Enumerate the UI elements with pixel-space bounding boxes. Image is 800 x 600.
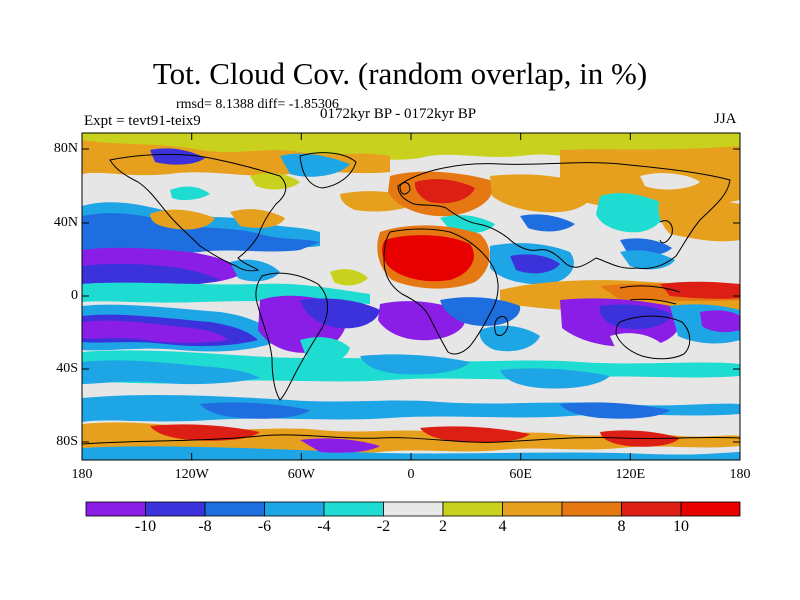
greenland-coast: [299, 152, 357, 189]
colorbar-swatch-9: [561, 501, 622, 517]
colorbar-swatch-10: [621, 501, 682, 517]
colorbar-swatch-1: [85, 501, 146, 517]
colorbar-label: -2: [376, 518, 391, 535]
colorbar-label: -10: [134, 518, 157, 535]
lat-tick-marks: [82, 148, 740, 443]
colorbar-label: -8: [198, 518, 212, 535]
australia-coast: [615, 315, 691, 360]
experiment-label: Expt = tevt91-teix9: [84, 113, 201, 129]
colorbar: [85, 501, 741, 517]
northern-midlatitudes: [82, 171, 740, 256]
lon-tick-marks: [191, 133, 631, 460]
colorbar-swatch-5: [323, 501, 384, 517]
southern-subtropics: [82, 295, 740, 365]
eurasia-coast: [397, 162, 731, 269]
colorbar-swatch-11: [680, 501, 741, 517]
north-america-coast: [109, 153, 287, 272]
lon-label-60w: 60W: [287, 467, 315, 482]
rmsd-diff-stats: rmsd= 8.1388 diff= -1.85306: [176, 97, 339, 112]
colorbar-label: 2: [439, 518, 447, 535]
tropical-band: [82, 214, 740, 311]
lon-label-120w: 120W: [174, 467, 209, 482]
arctic-band: [82, 133, 740, 206]
colorbar-label: -6: [257, 518, 272, 535]
lon-label-60e: 60E: [509, 467, 532, 482]
lat-label-0: 0: [71, 288, 78, 303]
africa-coast: [383, 228, 499, 355]
colorbar-label: 8: [617, 518, 626, 535]
lon-label-120e: 120E: [615, 467, 646, 482]
uk-coast: [399, 182, 411, 195]
colorbar-swatch-7: [442, 501, 503, 517]
colorbar-label: -4: [317, 518, 331, 535]
lat-label-80n: 80N: [53, 141, 78, 156]
colorbar-swatch-6: [383, 501, 444, 517]
lon-label-180e: 180: [729, 467, 751, 482]
map-title: Tot. Cloud Cov. (random overlap, in %): [152, 56, 648, 91]
antarctica-coast: [82, 434, 740, 445]
japan-coast: [659, 220, 673, 244]
lon-label-0: 0: [407, 467, 415, 482]
period-label: 0172kyr BP - 0172kyr BP: [320, 106, 477, 122]
indonesia-coast: [619, 285, 681, 305]
colorbar-label: 4: [498, 518, 507, 535]
madagascar-coast: [494, 315, 509, 337]
season-label: JJA: [714, 111, 737, 127]
lat-label-40s: 40S: [56, 361, 78, 376]
lon-label-180w: 180: [71, 467, 93, 482]
coastlines: [82, 152, 740, 445]
colorbar-swatch-4: [264, 501, 325, 517]
lat-label-80s: 80S: [56, 434, 78, 449]
lat-label-40n: 40N: [53, 215, 78, 230]
map-field: [82, 133, 740, 460]
south-america-coast: [255, 272, 328, 401]
colorbar-swatch-3: [204, 501, 265, 517]
colorbar-label: 10: [673, 518, 689, 535]
southern-midlatitudes: [82, 350, 740, 460]
colorbar-swatch-8: [502, 501, 563, 517]
colorbar-swatch-2: [145, 501, 206, 517]
